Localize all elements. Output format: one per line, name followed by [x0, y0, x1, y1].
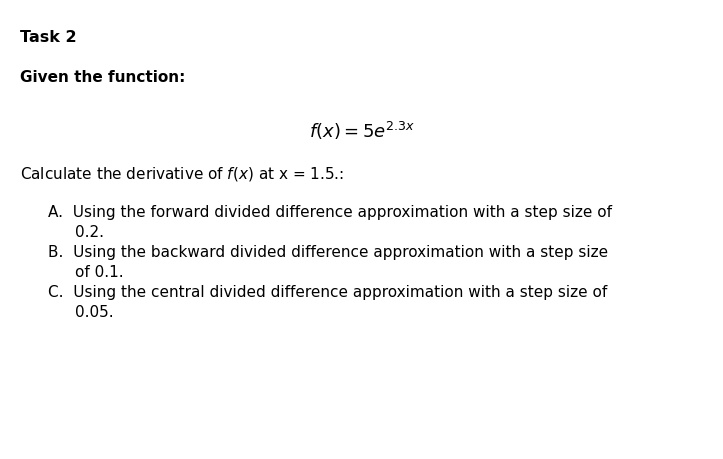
Text: B.  Using the backward divided difference approximation with a step size: B. Using the backward divided difference…: [48, 245, 608, 259]
Text: $f(x) = 5e^{2.3x}$: $f(x) = 5e^{2.3x}$: [309, 120, 415, 142]
Text: C.  Using the central divided difference approximation with a step size of: C. Using the central divided difference …: [48, 285, 607, 299]
Text: 0.2.: 0.2.: [75, 224, 104, 240]
Text: Task 2: Task 2: [20, 30, 77, 45]
Text: Calculate the derivative of $f(x)$ at x = 1.5.:: Calculate the derivative of $f(x)$ at x …: [20, 165, 343, 183]
Text: of 0.1.: of 0.1.: [75, 264, 124, 280]
Text: A.  Using the forward divided difference approximation with a step size of: A. Using the forward divided difference …: [48, 205, 612, 219]
Text: Given the function:: Given the function:: [20, 70, 185, 85]
Text: 0.05.: 0.05.: [75, 304, 114, 319]
